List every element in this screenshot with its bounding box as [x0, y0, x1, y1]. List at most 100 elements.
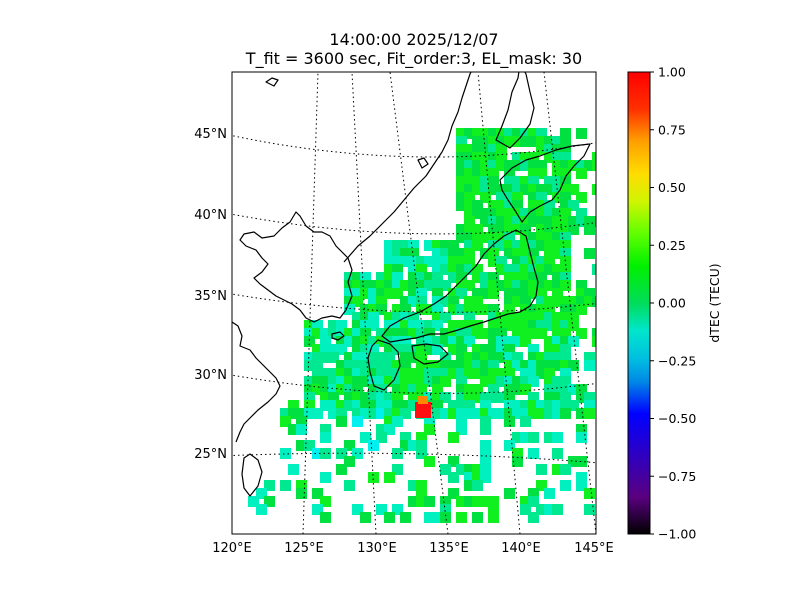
- dtec-cell: [352, 312, 363, 323]
- dtec-cell: [392, 368, 403, 379]
- dtec-cell: [520, 208, 531, 219]
- dtec-cell: [560, 144, 571, 155]
- dtec-cell: [392, 376, 403, 387]
- dtec-cell: [496, 128, 507, 139]
- dtec-cell: [480, 208, 491, 219]
- dtec-cell: [576, 192, 587, 203]
- dtec-peak-halo: [418, 396, 428, 404]
- dtec-cell: [376, 432, 387, 443]
- dtec-cell: [472, 480, 483, 491]
- dtec-cell: [248, 496, 259, 507]
- dtec-cell: [400, 304, 411, 315]
- dtec-cell: [544, 368, 555, 379]
- dtec-cell: [424, 344, 435, 355]
- dtec-cell: [480, 376, 491, 387]
- dtec-cell: [416, 296, 427, 307]
- dtec-cell: [528, 200, 539, 211]
- dtec-cell: [376, 304, 387, 315]
- dtec-cell: [456, 176, 467, 187]
- dtec-cell: [512, 376, 523, 387]
- dtec-cells: [248, 128, 596, 523]
- dtec-cell: [440, 512, 451, 523]
- dtec-cell: [464, 160, 475, 171]
- dtec-cell: [504, 440, 515, 451]
- dtec-cell: [448, 408, 459, 419]
- dtec-cell: [488, 352, 499, 363]
- dtec-cell: [288, 464, 299, 475]
- dtec-cell: [480, 280, 491, 291]
- dtec-cell: [528, 240, 539, 251]
- dtec-cell: [520, 496, 531, 507]
- dtec-cell: [336, 400, 347, 411]
- dtec-cell: [544, 240, 555, 251]
- dtec-cell: [432, 304, 443, 315]
- dtec-cell: [520, 216, 531, 227]
- dtec-cell: [544, 200, 555, 211]
- dtec-cell: [480, 192, 491, 203]
- dtec-cell: [552, 464, 563, 475]
- dtec-cell: [472, 352, 483, 363]
- dtec-cell: [560, 328, 571, 339]
- dtec-cell: [552, 296, 563, 307]
- dtec-cell: [336, 320, 347, 331]
- dtec-cell: [488, 256, 499, 267]
- dtec-cell: [504, 136, 515, 147]
- dtec-cell: [448, 264, 459, 275]
- dtec-cell: [280, 416, 291, 427]
- dtec-cell: [576, 168, 587, 179]
- dtec-cell: [456, 256, 467, 267]
- dtec-cell: [456, 128, 467, 139]
- dtec-peak-cell: [415, 402, 431, 418]
- dtec-cell: [504, 272, 515, 283]
- dtec-cell: [512, 176, 523, 187]
- dtec-cell: [456, 160, 467, 171]
- dtec-cell: [520, 288, 531, 299]
- dtec-cell: [592, 216, 596, 227]
- dtec-cell: [456, 248, 467, 259]
- dtec-cell: [488, 376, 499, 387]
- coastline-russia: [343, 72, 472, 263]
- dtec-cell: [440, 256, 451, 267]
- dtec-cell: [536, 208, 547, 219]
- dtec-cell: [352, 392, 363, 403]
- dtec-cell: [416, 352, 427, 363]
- dtec-cell: [488, 240, 499, 251]
- dtec-cell: [576, 216, 587, 227]
- dtec-cell: [480, 400, 491, 411]
- dtec-cell: [544, 304, 555, 315]
- dtec-cell: [384, 408, 395, 419]
- dtec-cell: [392, 408, 403, 419]
- dtec-cell: [408, 480, 419, 491]
- dtec-cell: [520, 152, 531, 163]
- dtec-cell: [456, 408, 467, 419]
- dtec-cell: [432, 272, 443, 283]
- dtec-cell: [536, 136, 547, 147]
- lat-tick-labels: 25°N 30°N 35°N 40°N 45°N: [194, 127, 227, 462]
- dtec-cell: [464, 408, 475, 419]
- dtec-cell: [528, 496, 539, 507]
- dtec-cell: [432, 384, 443, 395]
- dtec-cell: [384, 344, 395, 355]
- dtec-cell: [544, 504, 555, 515]
- dtec-cell: [344, 456, 355, 467]
- dtec-cell: [560, 352, 571, 363]
- dtec-cell: [528, 368, 539, 379]
- dtec-cell: [480, 168, 491, 179]
- dtec-cell: [576, 392, 587, 403]
- dtec-cell: [520, 368, 531, 379]
- dtec-cell: [528, 128, 539, 139]
- dtec-cell: [432, 240, 443, 251]
- dtec-cell: [472, 176, 483, 187]
- dtec-cell: [488, 280, 499, 291]
- colorbar-tick-label: 0.75: [658, 122, 686, 137]
- dtec-cell: [456, 360, 467, 371]
- dtec-cell: [512, 136, 523, 147]
- dtec-cell: [392, 280, 403, 291]
- dtec-cell: [536, 312, 547, 323]
- dtec-cell: [368, 344, 379, 355]
- dtec-cell: [512, 216, 523, 227]
- dtec-cell: [416, 384, 427, 395]
- dtec-cell: [496, 216, 507, 227]
- dtec-cell: [472, 232, 483, 243]
- dtec-cell: [536, 240, 547, 251]
